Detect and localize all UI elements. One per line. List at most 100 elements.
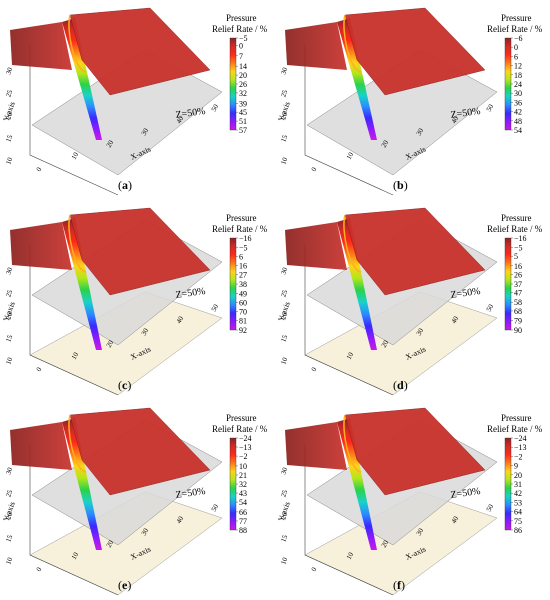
caption-open: ( xyxy=(393,378,397,392)
caption-close: ) xyxy=(127,578,132,592)
surface-right xyxy=(344,207,486,296)
colorbar-tick-label: 43 xyxy=(239,489,247,498)
x-tick-label: 40 xyxy=(450,515,461,525)
axis-box xyxy=(29,45,119,196)
colorbar-tick-label: 32 xyxy=(239,480,247,489)
colorbar-tick-label: 42 xyxy=(514,489,522,498)
x-tick-label: 0 xyxy=(310,566,319,573)
y-tick-label: 20 xyxy=(4,311,14,321)
y-tick-label: 10 xyxy=(4,556,14,566)
surface-left xyxy=(285,22,347,70)
y-tick-label: 25 xyxy=(4,488,14,498)
x-tick-label: 10 xyxy=(345,351,356,361)
caption-open: ( xyxy=(118,178,122,192)
x-tick-label: 10 xyxy=(345,551,356,561)
x-tick-label: 0 xyxy=(35,166,44,173)
colorbar-tick-label: 31 xyxy=(514,480,522,489)
colorbar-tick-label: 21 xyxy=(239,471,247,480)
y-tick-label: 15 xyxy=(279,133,289,143)
x-tick-label: 30 xyxy=(415,127,426,137)
caption-letter: d xyxy=(397,378,404,392)
caption-letter: a xyxy=(122,178,128,192)
caption-letter: b xyxy=(397,178,404,192)
colorbar-tick-label: 66 xyxy=(239,508,247,517)
surface-left xyxy=(10,22,72,70)
y-tick-label: 30 xyxy=(279,466,289,476)
y-tick-label: 25 xyxy=(4,88,14,98)
caption-letter: f xyxy=(397,578,401,592)
colorbar-tick-label: −6 xyxy=(514,34,523,43)
colorbar-tick-label: 24 xyxy=(514,80,522,89)
y-tick-label: 20 xyxy=(4,511,14,521)
y-tick-label: 25 xyxy=(4,288,14,298)
x-tick-label: 20 xyxy=(380,539,391,549)
x-tick-label: 50 xyxy=(210,103,221,113)
x-tick-label: 50 xyxy=(485,303,496,313)
legend-title: Pressure xyxy=(226,213,257,223)
caption-letter: c xyxy=(122,378,128,392)
surface-right xyxy=(69,407,211,496)
axis-box xyxy=(304,45,394,196)
x-tick-label: 40 xyxy=(175,315,186,325)
colorbar-tick-label: 27 xyxy=(239,271,247,280)
y-axis-label: Y-axis xyxy=(276,300,291,322)
panel-caption: (c) xyxy=(118,378,131,393)
x-tick-label: 20 xyxy=(105,539,116,549)
panel-a: 0 10 20 30 40 50 10 15 20 25 30 X-axis Y-axis Z=50% Pr… xyxy=(0,0,275,200)
colorbar-tick-label: 48 xyxy=(514,117,522,126)
x-tick-label: 20 xyxy=(380,139,391,149)
colorbar-tick-label: 32 xyxy=(239,89,247,98)
colorbar-tick-label: 88 xyxy=(239,526,247,535)
colorbar-tick-label: 38 xyxy=(239,280,247,289)
surface-left xyxy=(10,422,72,470)
colorbar-tick-label: −24 xyxy=(239,434,252,443)
x-tick-label: 0 xyxy=(310,366,319,373)
panel-caption: (b) xyxy=(393,178,408,193)
colorbar-tick-label: 79 xyxy=(514,316,522,325)
y-tick-label: 25 xyxy=(279,288,289,298)
surface-left xyxy=(285,422,347,470)
axis-box xyxy=(304,445,394,596)
colorbar-tick-label: −16 xyxy=(514,234,527,243)
y-tick-label: 30 xyxy=(4,66,14,76)
y-tick-label: 10 xyxy=(279,356,289,366)
legend-title: Pressure xyxy=(501,13,532,23)
plane-label: Z=50% xyxy=(450,486,481,501)
colorbar-tick-label: 26 xyxy=(239,80,247,89)
colorbar-tick-label: −5 xyxy=(239,34,248,43)
colorbar-tick-label: −2 xyxy=(239,452,248,461)
colorbar-tick-label: 68 xyxy=(514,307,522,316)
colorbar-tick-label: −2 xyxy=(514,452,523,461)
surface-ridge xyxy=(343,14,362,73)
caption-close: ) xyxy=(403,178,408,192)
legend-title: Relief Rate / % xyxy=(212,224,268,234)
colorbar-tick-label: 77 xyxy=(239,517,247,526)
plane-label: Z=50% xyxy=(450,106,481,121)
y-tick-label: 15 xyxy=(4,133,14,143)
colorbar-tick-label: 7 xyxy=(239,52,243,61)
colorbar-tick-label: −16 xyxy=(239,234,252,243)
colorbar-tick-label: 45 xyxy=(239,108,247,117)
x-tick-label: 40 xyxy=(450,315,461,325)
y-axis-label: Y-axis xyxy=(1,100,16,122)
x-tick-label: 20 xyxy=(105,339,116,349)
x-tick-label: 50 xyxy=(210,303,221,313)
colorbar-tick-label: 90 xyxy=(514,326,522,335)
chart-svg: 010203040501015202530X-axisY-axisZ=50%Pr… xyxy=(276,207,543,396)
x-tick-label: 50 xyxy=(485,503,496,513)
chart-svg: 010203040501015202530X-axisY-axisZ=50%Pr… xyxy=(1,207,268,396)
colorbar xyxy=(504,37,512,131)
colorbar-tick-label: 75 xyxy=(514,517,522,526)
x-tick-label: 50 xyxy=(485,103,496,113)
caption-open: ( xyxy=(393,578,397,592)
y-axis-label: Y-axis xyxy=(1,500,16,522)
colorbar xyxy=(229,37,237,131)
colorbar-tick-label: 26 xyxy=(514,270,522,279)
y-axis-label: Y-axis xyxy=(276,500,291,522)
y-tick-label: 20 xyxy=(279,511,289,521)
x-tick-label: 40 xyxy=(175,515,186,525)
colorbar-tick-label: −5 xyxy=(514,244,523,253)
colorbar-tick-label: 92 xyxy=(239,326,247,335)
plane-label: Z=50% xyxy=(175,286,206,301)
